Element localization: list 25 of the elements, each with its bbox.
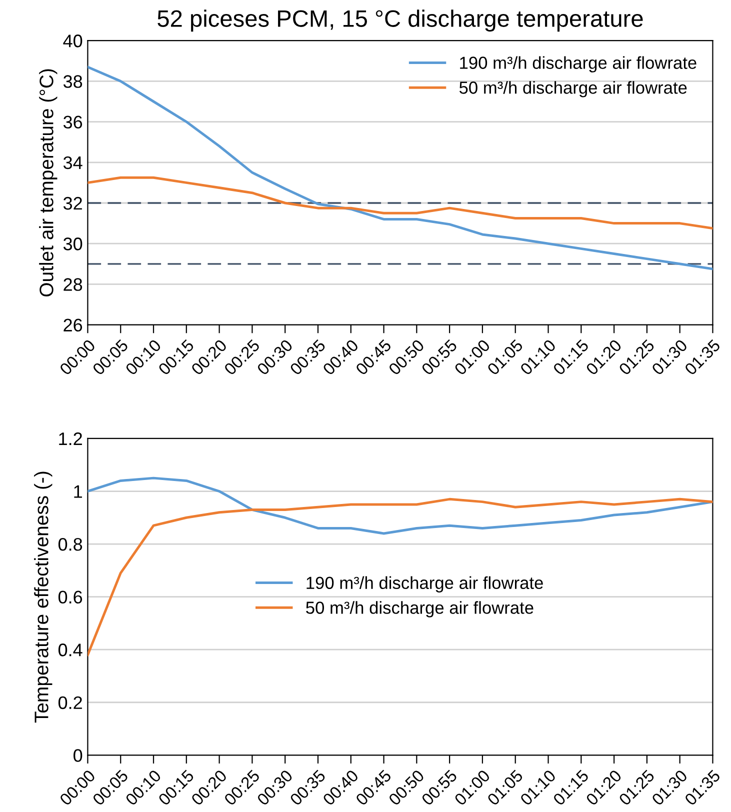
y-tick-label: 34 xyxy=(63,156,82,170)
y-tick-label: 0.4 xyxy=(58,644,82,656)
y-tick-label: 40 xyxy=(63,34,82,48)
y-tick-label: 0 xyxy=(74,749,82,762)
y-tick-label: 36 xyxy=(63,116,82,129)
chart-title: 52 piceses PCM, 15 °C discharge temperature xyxy=(158,10,643,32)
line-series xyxy=(88,176,713,230)
line-series xyxy=(88,498,713,656)
y-tick-label: 30 xyxy=(63,238,82,250)
y-tick-label: 1.2 xyxy=(59,432,82,446)
legend-label: 190 m³/h discharge air flowrate xyxy=(460,56,696,72)
y-tick-label: 1 xyxy=(74,485,82,498)
y-tick-label: 32 xyxy=(63,196,82,210)
legend-label: 50 m³/h discharge air flowrate xyxy=(459,81,687,98)
y-tick-label: 0.2 xyxy=(58,696,82,710)
y-tick-label: 26 xyxy=(64,318,82,332)
legend-label: 50 m³/h discharge air flowrate xyxy=(306,601,534,618)
y-axis-title: Temperature effectiveness (-) xyxy=(34,472,52,723)
legend-label: 190 m³/h discharge air flowrate xyxy=(306,576,543,592)
y-tick-label: 0.8 xyxy=(58,538,82,551)
y-tick-label: 0.6 xyxy=(58,590,82,604)
y-tick-label: 38 xyxy=(63,75,82,88)
y-tick-label: 28 xyxy=(64,278,82,291)
line-series xyxy=(88,476,713,535)
y-axis-title: Outlet air temperature (°C) xyxy=(39,69,58,296)
